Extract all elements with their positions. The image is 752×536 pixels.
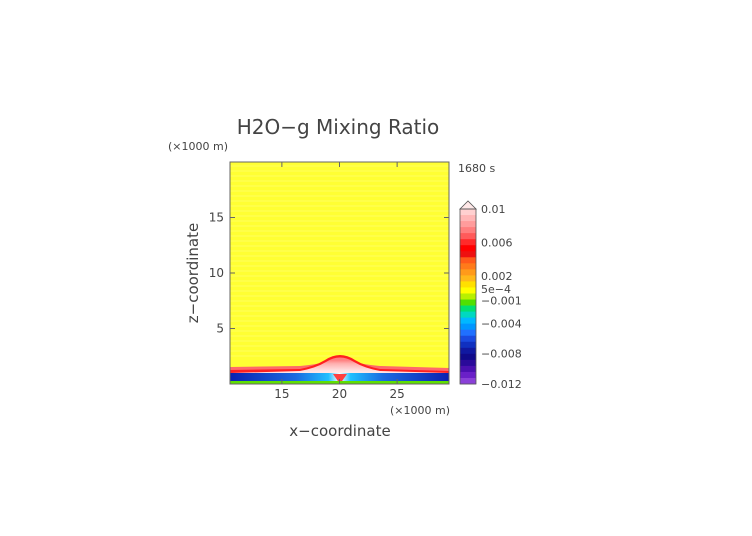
colorbar-swatch [460,317,476,325]
colorbar-swatch [460,233,476,240]
colorbar-swatch [460,323,476,331]
colorbar-label: 0.002 [481,270,513,283]
colorbar-swatch [460,359,476,367]
x-tick-label: 15 [274,387,289,401]
colorbar-swatch [460,371,476,379]
colorbar-swatch [460,347,476,355]
colorbar-swatch [460,293,476,300]
colorbar-swatch [460,299,476,306]
colorbar-label: −0.012 [481,378,522,391]
y-tick-label: 5 [216,322,224,336]
colorbar-swatch [460,257,476,264]
colorbar-swatch [460,365,476,373]
colorbar-swatch [460,311,476,319]
colorbar-swatch [460,335,476,343]
colorbar-swatch [460,329,476,337]
colorbar-swatch [460,221,476,228]
chart-title: H2O−g Mixing Ratio [237,115,440,139]
x-tick-label: 20 [332,387,347,401]
x-axis-label: x−coordinate [289,422,390,440]
y-axis-label: z−coordinate [184,223,202,323]
colorbar-swatch [460,377,476,385]
colorbar-label: −0.001 [481,295,522,308]
colorbar-swatch [460,263,476,270]
field-background [230,162,449,384]
colorbar-label: 5e−4 [481,283,511,296]
y-tick-label: 15 [209,211,224,225]
colorbar-swatch [460,227,476,234]
x-unit-label: (×1000 m) [390,404,450,417]
y-unit-label: (×1000 m) [168,140,228,153]
y-axis: 5 10 15 [209,211,449,336]
colorbar-swatch [460,287,476,294]
colorbar-frame [459,208,477,385]
time-label: 1680 s [458,162,495,175]
colorbar-swatch [460,281,476,288]
colorbar-swatch [460,305,476,312]
x-axis: 15 20 25 [274,162,405,401]
colorbar-swatch [460,353,476,361]
x-tick-label: 25 [389,387,404,401]
colorbar-swatch [460,275,476,282]
colorbar-swatch [460,341,476,349]
colorbar-swatch [460,239,476,246]
plot-area [230,162,449,384]
colorbar-label: −0.004 [481,317,522,330]
colorbar-extend-arrow [459,200,477,210]
colorbar-swatch [460,215,476,222]
colorbar-label: 0.01 [481,203,506,216]
colorbar-swatch [460,251,476,258]
colorbar-label: −0.008 [481,348,522,361]
faint-contours [230,165,449,357]
y-tick-label: 10 [209,266,224,280]
colorbar-swatch [460,269,476,276]
colorbar-label: 0.006 [481,237,513,250]
colorbar-swatch [460,245,476,252]
colorbar-swatch [460,209,476,216]
